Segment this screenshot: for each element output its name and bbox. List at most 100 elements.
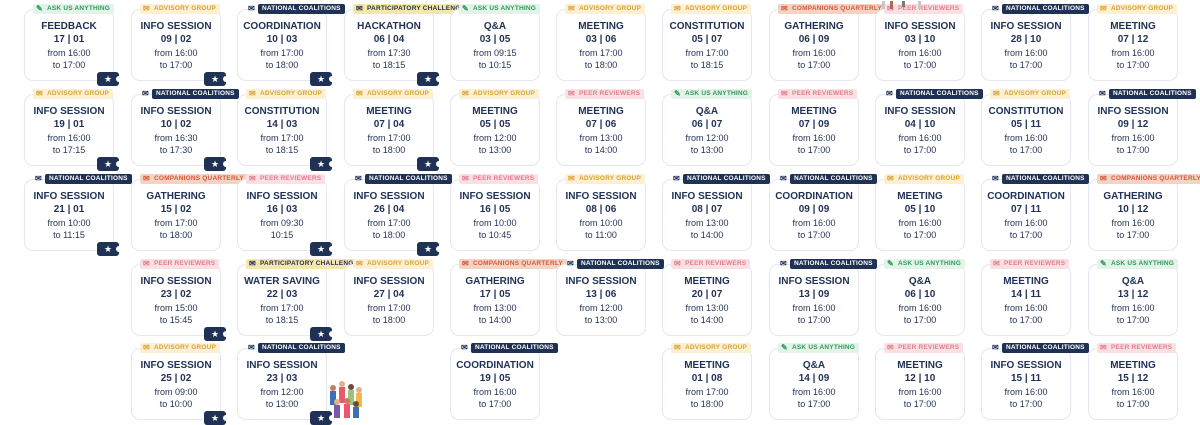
event-start-time: from 16:00 xyxy=(1004,303,1048,313)
event-card[interactable]: ✉ National coalitions INFO SESSION 08 | 07 f… xyxy=(662,174,770,251)
ticket-icon[interactable]: ★ xyxy=(310,327,335,341)
megaphone-icon: ✉ xyxy=(35,174,42,183)
event-card[interactable]: ✉ Advisory group MEETING 07 | 12 from 16:00 t… xyxy=(1088,4,1178,81)
ticket-icon[interactable]: ★ xyxy=(310,157,335,171)
badge-label: Peer reviewers xyxy=(898,344,960,351)
event-start-time: from 10:00 xyxy=(47,218,91,228)
event-category-badge: ✎ Ask us anything xyxy=(884,259,966,269)
event-card[interactable]: ✉ Advisory group MEETING 01 | 08 from 17:00 t… xyxy=(662,343,752,420)
event-card[interactable]: ✉ Participatory challenge HACKATHON 06 | 04… xyxy=(344,4,470,86)
ticket-icon[interactable]: ★ xyxy=(204,72,229,86)
event-card[interactable]: ✉ Companions quarterly GATHERING 17 | 05 fro… xyxy=(450,259,567,336)
event-end-time: to 17:00 xyxy=(903,60,937,70)
event-card[interactable]: ✉ Companions quarterly GATHERING 10 | 12 fro… xyxy=(1088,174,1200,251)
ticket-icon[interactable]: ★ xyxy=(204,411,229,425)
crowd-illustration xyxy=(325,378,365,418)
badge-label: Peer reviewers xyxy=(260,175,322,182)
event-card[interactable]: ✎ Ask us anything Q&A 14 | 09 from 16:00 to 1… xyxy=(769,343,860,420)
event-card[interactable]: ✉ National coalitions INFO SESSION 10 | 02 f… xyxy=(131,89,239,171)
event-title: GATHERING xyxy=(1103,191,1163,202)
event-start-time: from 16:00 xyxy=(792,48,836,58)
event-card[interactable]: ✉ Peer reviewers INFO SESSION 23 | 02 from 1… xyxy=(131,259,229,341)
badge-label: Advisory group xyxy=(473,90,536,97)
megaphone-icon: ✉ xyxy=(461,343,468,352)
megaphone-icon: ✎ xyxy=(1100,259,1107,268)
megaphone-icon: ✉ xyxy=(781,4,788,13)
event-card[interactable]: ✉ National coalitions INFO SESSION 23 | 03 f… xyxy=(237,343,345,425)
event-card[interactable]: ✎ Ask us anything Q&A 13 | 12 from 16:00 to 1… xyxy=(1088,259,1179,336)
event-card[interactable]: ✉ Peer reviewers MEETING 07 | 06 from 13:00 t… xyxy=(556,89,646,166)
event-card[interactable]: ✉ Advisory group INFO SESSION 19 | 01 from 1… xyxy=(24,89,122,171)
event-card[interactable]: ✉ Advisory group INFO SESSION 08 | 06 from 1… xyxy=(556,174,646,251)
event-card[interactable]: ✉ National coalitions COORDINATION 19 | 05 f… xyxy=(450,343,558,420)
ticket-icon[interactable]: ★ xyxy=(204,327,229,341)
event-title: INFO SESSION xyxy=(353,276,425,287)
event-card[interactable]: ✉ Peer reviewers MEETING 07 | 09 from 16:00 t… xyxy=(769,89,859,166)
event-title: INFO SESSION xyxy=(990,21,1062,32)
megaphone-icon: ✉ xyxy=(143,343,150,352)
event-end-time: to 17:00 xyxy=(1009,145,1043,155)
badge-label: Advisory group xyxy=(367,90,430,97)
ticket-icon[interactable]: ★ xyxy=(310,411,335,425)
event-start-time: from 16:00 xyxy=(47,48,91,58)
event-category-badge: ✉ National coalitions xyxy=(886,89,983,99)
event-card[interactable]: ✉ Participatory challenge WATER SAVING 22 |… xyxy=(237,259,363,341)
ticket-icon[interactable]: ★ xyxy=(417,157,442,171)
event-card[interactable]: ✉ Advisory group MEETING 03 | 06 from 17:00 t… xyxy=(556,4,646,81)
event-card[interactable]: ✉ Peer reviewers MEETING 12 | 10 from 16:00 t… xyxy=(875,343,965,420)
event-card[interactable]: ✉ Peer reviewers MEETING 20 | 07 from 13:00 t… xyxy=(662,259,752,336)
event-card[interactable]: ✉ National coalitions INFO SESSION 09 | 12 f… xyxy=(1088,89,1196,166)
event-card[interactable]: ✎ Ask us anything Q&A 03 | 05 from 09:15 to 1… xyxy=(450,4,541,81)
badge-label: Advisory group xyxy=(685,5,748,12)
event-card[interactable]: ✉ Advisory group MEETING 05 | 05 from 12:00 t… xyxy=(450,89,540,166)
event-card[interactable]: ✉ Companions quarterly GATHERING 15 | 02 fro… xyxy=(131,174,248,251)
event-title: MEETING xyxy=(578,106,624,117)
event-end-time: to 17:00 xyxy=(797,230,831,240)
event-card[interactable]: ✉ National coalitions INFO SESSION 13 | 06 f… xyxy=(556,259,664,336)
event-card[interactable]: ✎ Ask us anything Q&A 06 | 07 from 12:00 to 1… xyxy=(662,89,753,166)
ticket-icon[interactable]: ★ xyxy=(97,72,122,86)
event-date: 27 | 04 xyxy=(373,289,405,300)
event-card[interactable]: ✉ Peer reviewers MEETING 15 | 12 from 16:00 t… xyxy=(1088,343,1178,420)
event-card[interactable]: ✉ National coalitions INFO SESSION 26 | 04 f… xyxy=(344,174,452,256)
event-card[interactable]: ✉ Advisory group INFO SESSION 25 | 02 from 0… xyxy=(131,343,229,425)
event-end-time: to 10:15 xyxy=(478,60,512,70)
ticket-icon[interactable]: ★ xyxy=(310,242,335,256)
event-card[interactable]: ✉ National coalitions INFO SESSION 28 | 10 f… xyxy=(981,4,1089,81)
event-card[interactable]: ✉ Companions quarterly GATHERING 06 | 09 fro… xyxy=(769,4,886,81)
event-end-time: to 17:00 xyxy=(903,399,937,409)
event-card[interactable]: ✉ National coalitions INFO SESSION 21 | 01 f… xyxy=(24,174,132,256)
event-title: GATHERING xyxy=(465,276,525,287)
ticket-icon[interactable]: ★ xyxy=(204,157,229,171)
event-card[interactable]: ✉ Peer reviewers INFO SESSION 16 | 05 from 1… xyxy=(450,174,540,251)
ticket-icon[interactable]: ★ xyxy=(417,72,442,86)
event-card[interactable]: ✎ Ask us anything Q&A 06 | 10 from 16:00 to 1… xyxy=(875,259,966,336)
ticket-icon[interactable]: ★ xyxy=(417,242,442,256)
event-card[interactable]: ✉ National coalitions COORDINATION 09 | 09 f… xyxy=(769,174,877,251)
event-card[interactable]: ✉ Advisory group CONSTITUTION 05 | 07 from 1… xyxy=(662,4,752,81)
event-card[interactable]: ✉ Peer reviewers INFO SESSION 16 | 03 from 0… xyxy=(237,174,335,256)
event-card[interactable]: ✉ Advisory group MEETING 05 | 10 from 16:00 t… xyxy=(875,174,965,251)
ticket-icon[interactable]: ★ xyxy=(310,72,335,86)
event-card[interactable]: ✉ National coalitions INFO SESSION 13 | 09 f… xyxy=(769,259,877,336)
event-card[interactable]: ✉ Advisory group INFO SESSION 09 | 02 from 1… xyxy=(131,4,229,86)
event-card[interactable]: ✎ Ask us anything FEEDBACK 17 | 01 from 16:0… xyxy=(24,4,122,86)
people-illustration xyxy=(878,0,928,12)
event-start-time: from 17:00 xyxy=(579,48,623,58)
event-end-time: to 18:15 xyxy=(265,145,299,155)
event-card[interactable]: ✉ Advisory group MEETING 07 | 04 from 17:00 t… xyxy=(344,89,442,171)
event-card[interactable]: ✉ Advisory group CONSTITUTION 05 | 11 from 1… xyxy=(981,89,1071,166)
ticket-icon[interactable]: ★ xyxy=(97,157,122,171)
event-title: CONSTITUTION xyxy=(669,21,745,32)
event-card[interactable]: ✉ Advisory group CONSTITUTION 14 | 03 from 1… xyxy=(237,89,335,171)
event-date: 28 | 10 xyxy=(1010,34,1042,45)
event-card[interactable]: ✉ Advisory group INFO SESSION 27 | 04 from 1… xyxy=(344,259,434,336)
ticket-icon[interactable]: ★ xyxy=(97,242,122,256)
event-card[interactable]: ✉ National coalitions COORDINATION 07 | 11 f… xyxy=(981,174,1089,251)
event-card[interactable]: ✉ Peer reviewers MEETING 14 | 11 from 16:00 t… xyxy=(981,259,1071,336)
event-card[interactable]: ✉ National coalitions INFO SESSION 04 | 10 f… xyxy=(875,89,983,166)
event-card[interactable]: ✉ National coalitions COORDINATION 10 | 03 f… xyxy=(237,4,345,86)
event-end-time: to 10:00 xyxy=(159,399,193,409)
event-card[interactable]: ✉ National coalitions INFO SESSION 15 | 11 f… xyxy=(981,343,1089,420)
